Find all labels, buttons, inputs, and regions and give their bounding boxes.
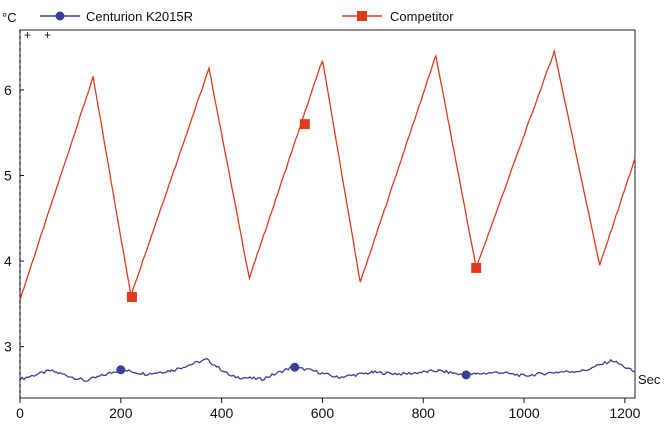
data-point-centurion bbox=[116, 365, 126, 375]
cursor-mark-2: + bbox=[44, 28, 51, 42]
x-tick-label: 400 bbox=[210, 405, 234, 421]
legend-marker-centurion bbox=[55, 11, 65, 21]
x-tick-label: 200 bbox=[109, 405, 133, 421]
data-point-competitor bbox=[299, 119, 310, 130]
x-unit-label: Sec bbox=[638, 372, 661, 387]
x-tick-label: 600 bbox=[311, 405, 335, 421]
data-point-centurion bbox=[461, 370, 471, 380]
data-point-competitor bbox=[126, 292, 137, 303]
x-tick-label: 800 bbox=[412, 405, 436, 421]
y-tick-label: 4 bbox=[4, 253, 12, 269]
data-point-competitor bbox=[471, 262, 482, 273]
y-tick-label: 5 bbox=[4, 167, 12, 183]
x-tick-label: 1200 bbox=[609, 405, 640, 421]
legend-marker-competitor bbox=[357, 11, 367, 21]
legend-label-centurion: Centurion K2015R bbox=[86, 9, 193, 24]
data-point-centurion bbox=[290, 362, 300, 372]
series-line-competitor bbox=[19, 48, 636, 301]
y-tick-label: 3 bbox=[4, 339, 12, 355]
legend-label-competitor: Competitor bbox=[390, 9, 454, 24]
x-tick-label: 0 bbox=[16, 405, 24, 421]
y-unit-label: °C bbox=[2, 10, 17, 25]
x-tick-label: 1000 bbox=[509, 405, 540, 421]
y-tick-label: 6 bbox=[4, 82, 12, 98]
cursor-mark-1: + bbox=[24, 28, 31, 42]
legend: Centurion K2015R Competitor bbox=[40, 9, 454, 24]
